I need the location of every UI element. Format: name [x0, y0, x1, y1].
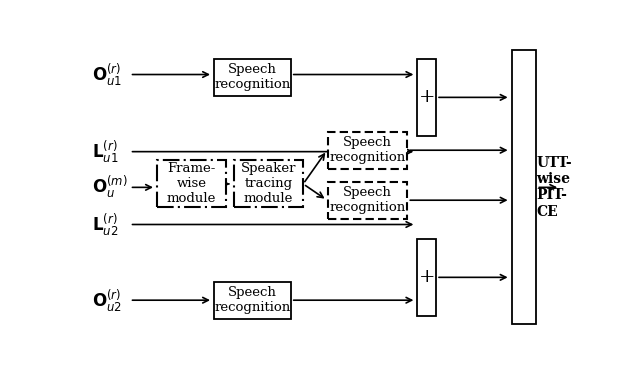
Text: $\mathbf{L}_{u2}^{(r)}$: $\mathbf{L}_{u2}^{(r)}$: [92, 211, 119, 238]
Bar: [214, 59, 291, 96]
Text: Speaker
tracing
module: Speaker tracing module: [241, 162, 296, 205]
Bar: [157, 160, 227, 207]
Text: $\mathbf{O}_{u2}^{(r)}$: $\mathbf{O}_{u2}^{(r)}$: [92, 287, 122, 313]
Bar: [328, 182, 408, 219]
Text: +: +: [419, 88, 435, 106]
Text: Speech
recognition: Speech recognition: [330, 186, 406, 214]
Text: $\mathbf{L}_{u1}^{(r)}$: $\mathbf{L}_{u1}^{(r)}$: [92, 138, 119, 165]
Text: Frame-
wise
module: Frame- wise module: [167, 162, 216, 205]
Bar: [417, 59, 436, 136]
Bar: [234, 160, 303, 207]
Bar: [511, 50, 536, 325]
Text: $\mathbf{O}_{u}^{(m)}$: $\mathbf{O}_{u}^{(m)}$: [92, 174, 128, 200]
Bar: [328, 132, 408, 169]
Text: Speech
recognition: Speech recognition: [214, 286, 291, 314]
Text: UTT-
wise
PIT-
CE: UTT- wise PIT- CE: [536, 156, 572, 219]
Text: +: +: [419, 268, 435, 286]
Text: $\mathbf{O}_{u1}^{(r)}$: $\mathbf{O}_{u1}^{(r)}$: [92, 61, 122, 88]
Text: Speech
recognition: Speech recognition: [330, 136, 406, 164]
Bar: [417, 239, 436, 316]
Text: Speech
recognition: Speech recognition: [214, 63, 291, 91]
Bar: [214, 282, 291, 319]
